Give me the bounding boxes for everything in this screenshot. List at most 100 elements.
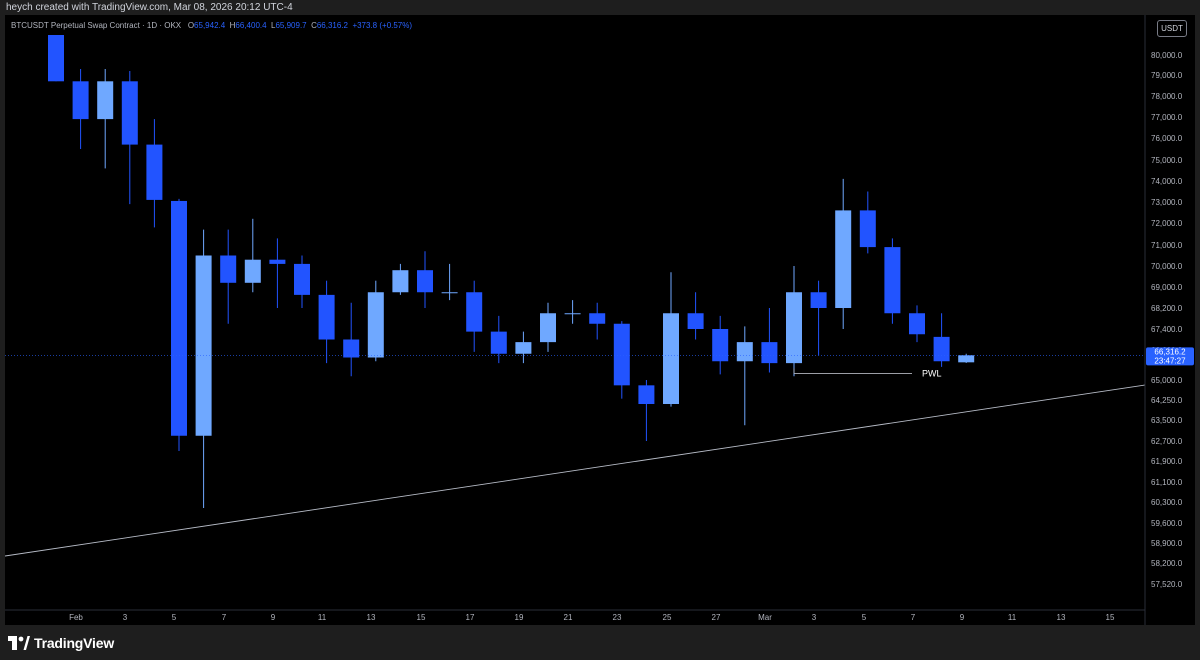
close-label: C: [311, 21, 317, 30]
candle: [786, 266, 802, 377]
price-tick-label: 58,200.0: [1151, 559, 1183, 568]
credit-bar: heych created with TradingView.com, Mar …: [0, 0, 1200, 15]
price-tick-label: 68,200.0: [1151, 304, 1183, 313]
candle: [171, 198, 187, 451]
candle: [294, 255, 310, 308]
time-tick-label: 13: [1057, 613, 1066, 622]
low-label: L: [271, 21, 276, 30]
price-tick-label: 76,000.0: [1151, 134, 1183, 143]
candle: [712, 315, 729, 375]
candle: [343, 302, 360, 377]
time-tick-label: 7: [222, 613, 227, 622]
candle: [72, 69, 89, 149]
candle-body: [613, 323, 630, 386]
candle-body: [441, 292, 458, 294]
time-tick-label: 11: [1008, 613, 1017, 622]
time-tick-label: 25: [663, 613, 672, 622]
symbol-legend: BTCUSDT Perpetual Swap Contract · 1D · O…: [11, 21, 412, 30]
candle: [146, 119, 163, 228]
candle-body: [220, 255, 237, 283]
price-tick-label: 70,000.0: [1151, 262, 1183, 271]
candle-body: [761, 342, 778, 364]
candle: [441, 263, 458, 301]
candle: [466, 280, 483, 352]
price-tick-label: 71,000.0: [1151, 241, 1183, 250]
candle-body: [269, 259, 286, 264]
candle: [48, 35, 64, 82]
chart-area[interactable]: 80,000.0 79,000.0 78,000.0 77,000.0 76,000.0…: [5, 15, 1195, 625]
candlestick-chart[interactable]: 80,000.0 79,000.0 78,000.0 77,000.0 76,000.0…: [5, 15, 1195, 625]
price-tick-label: 59,600.0: [1151, 519, 1183, 528]
credit-text: heych created with TradingView.com, Mar …: [6, 2, 293, 13]
candle: [392, 263, 409, 295]
candle: [638, 380, 655, 441]
candle: [810, 280, 827, 356]
candle-body: [736, 342, 753, 362]
time-tick-label: 9: [960, 613, 965, 622]
open-label: O: [187, 21, 195, 30]
tradingview-logo[interactable]: TradingView: [8, 635, 114, 651]
candle: [958, 353, 975, 363]
time-tick-label: 9: [271, 613, 276, 622]
candle: [269, 238, 286, 308]
candle-body: [515, 342, 532, 354]
candle-body: [564, 313, 581, 315]
candle: [687, 292, 704, 340]
candle: [97, 69, 114, 169]
candle: [490, 315, 507, 364]
price-tick-label: 57,520.0: [1151, 580, 1183, 589]
support-trendline: [5, 384, 1146, 557]
candle-body: [121, 81, 138, 145]
candle: [835, 178, 852, 329]
candle-body: [343, 339, 360, 358]
price-tick-label: 67,400.0: [1151, 325, 1183, 334]
candle-body: [294, 263, 310, 295]
low-value: 65,909.7: [275, 21, 307, 30]
price-tick-label: 61,900.0: [1151, 457, 1183, 466]
time-tick-label: Mar: [758, 613, 772, 622]
candle-body: [171, 200, 187, 436]
time-tick-label: Feb: [69, 613, 83, 622]
time-tick-label: 15: [417, 613, 426, 622]
candle: [736, 326, 753, 426]
candle: [613, 321, 630, 399]
high-value: 66,400.4: [235, 21, 267, 30]
candle-body: [466, 292, 483, 332]
time-axis: 9 Feb 3 5 7 9 11 13 15 17 19 21 23 25 27 Mar 3 5 7 9 11 13 15: [5, 609, 1145, 622]
candle: [515, 331, 532, 364]
time-tick-label: 11: [318, 613, 327, 622]
candle-body: [490, 331, 507, 354]
candle-body: [48, 35, 64, 82]
candle-body: [786, 292, 802, 364]
price-tick-label: 79,000.0: [1151, 71, 1183, 80]
price-tick-label: 80,000.0: [1151, 51, 1183, 60]
footer: TradingView: [0, 625, 1200, 660]
price-tick-label: 64,250.0: [1151, 396, 1183, 405]
candle-body: [933, 336, 950, 362]
candle-body: [835, 210, 852, 308]
candle-body: [540, 313, 556, 343]
time-tick-label: 9: [5, 613, 6, 622]
time-tick-label: 17: [466, 613, 475, 622]
time-tick-label: 19: [515, 613, 524, 622]
time-tick-label: 7: [911, 613, 916, 622]
candle: [220, 229, 237, 324]
candle: [884, 238, 901, 324]
bar-countdown: 23:47:27: [1154, 356, 1186, 365]
trendline-layer: [5, 384, 1146, 557]
time-tick-label: 5: [862, 613, 867, 622]
currency-button[interactable]: USDT: [1157, 20, 1187, 37]
last-price-value: 66,316.2: [1154, 347, 1186, 356]
candle: [859, 191, 876, 254]
symbol-name: BTCUSDT Perpetual Swap Contract · 1D · O…: [11, 21, 182, 30]
candle-body: [638, 385, 655, 404]
candle: [761, 308, 778, 373]
price-tick-label: 58,900.0: [1151, 539, 1183, 548]
price-tick-label: 72,000.0: [1151, 219, 1183, 228]
candle: [663, 272, 679, 407]
candle: [933, 313, 950, 367]
candle: [589, 302, 606, 340]
time-tick-label: 23: [613, 613, 622, 622]
brand-name: TradingView: [34, 635, 115, 651]
last-price-tag: [1146, 347, 1194, 366]
